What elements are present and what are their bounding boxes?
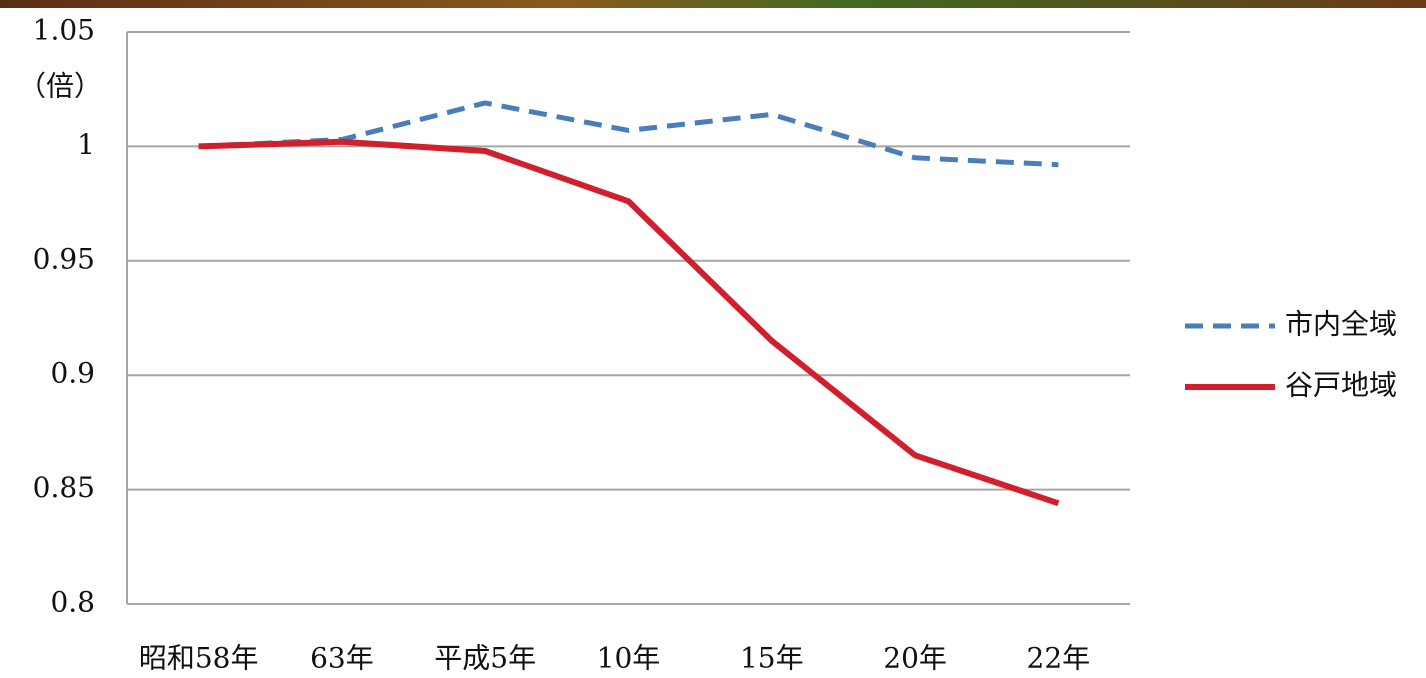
series-line bbox=[198, 100, 1059, 168]
y-tick-label: 1 bbox=[77, 128, 95, 161]
legend-label: 市内全域 bbox=[1285, 308, 1397, 341]
x-tick-label: 10年 bbox=[597, 642, 661, 675]
x-tick-label: 平成5年 bbox=[434, 642, 536, 675]
x-tick-label: 昭和58年 bbox=[139, 642, 259, 675]
x-tick-label: 63年 bbox=[310, 642, 374, 675]
y-tick-label: 0.9 bbox=[50, 357, 95, 390]
x-tick-label: 15年 bbox=[740, 642, 804, 675]
series-line bbox=[198, 138, 1060, 507]
y-tick-label: 0.95 bbox=[33, 242, 95, 275]
y-axis-label: （倍） bbox=[18, 70, 102, 103]
x-tick-label: 22年 bbox=[1027, 642, 1091, 675]
y-tick-label: 1.05 bbox=[33, 14, 95, 47]
x-tick-label: 20年 bbox=[883, 642, 947, 675]
legend-label: 谷戸地域 bbox=[1285, 369, 1397, 402]
y-tick-label: 0.85 bbox=[33, 471, 95, 504]
top-band bbox=[0, 0, 1426, 8]
y-tick-label: 0.8 bbox=[50, 586, 95, 619]
